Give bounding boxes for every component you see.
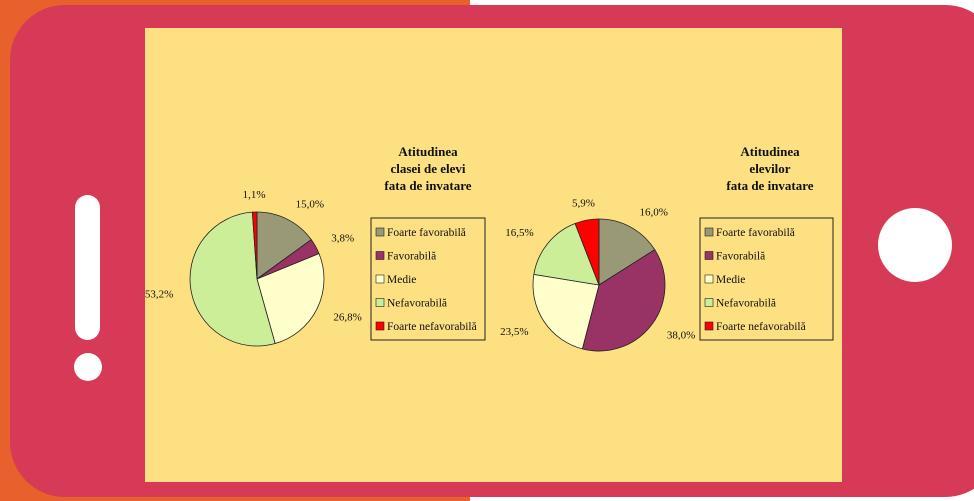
chart-title: fata de invatare (726, 178, 813, 193)
data-label: 3,8% (331, 233, 354, 245)
home-button (878, 208, 952, 282)
legend-label: Medie (387, 274, 416, 286)
data-label: 16,0% (640, 206, 668, 218)
chart-title: elevilor (749, 161, 790, 176)
data-label: 53,2% (145, 288, 173, 300)
legend-label: Favorabilă (716, 251, 765, 263)
chart-title: fata de invatare (384, 178, 471, 193)
legend-swatch (705, 228, 713, 236)
legend-swatch (376, 299, 384, 307)
legend-label: Medie (716, 274, 745, 286)
legend-swatch (705, 252, 713, 260)
speaker (75, 195, 100, 340)
legend-label: Foarte nefavorabilă (387, 321, 477, 333)
camera (74, 353, 102, 381)
legend-label: Foarte favorabilă (716, 227, 795, 239)
data-label: 15,0% (296, 198, 324, 210)
chart-title: clasei de elevi (390, 161, 465, 176)
legend-swatch (376, 252, 384, 260)
legend-label: Nefavorabilă (387, 298, 447, 310)
legend-label: Foarte nefavorabilă (716, 321, 806, 333)
data-label: 38,0% (667, 330, 695, 342)
legend-swatch (705, 275, 713, 283)
data-label: 5,9% (572, 197, 595, 209)
chart-title: Atitudinea (398, 144, 458, 159)
legend-label: Favorabilă (387, 251, 436, 263)
data-label: 23,5% (500, 326, 528, 338)
legend-label: Nefavorabilă (716, 298, 776, 310)
data-label: 16,5% (505, 227, 533, 239)
page: Atitudinea clasei de elevi fata de invatar… (0, 0, 974, 501)
legend-swatch (376, 228, 384, 236)
legend-swatch (376, 275, 384, 283)
legend-swatch (705, 299, 713, 307)
data-label: 1,1% (243, 189, 266, 201)
chart-title: Atitudinea (740, 144, 800, 159)
legend-label: Foarte favorabilă (387, 227, 466, 239)
phone-screenshot: Atitudinea clasei de elevi fata de invatar… (0, 0, 974, 501)
legend-swatch (376, 322, 384, 330)
legend-swatch (705, 322, 713, 330)
data-label: 26,8% (333, 311, 361, 323)
